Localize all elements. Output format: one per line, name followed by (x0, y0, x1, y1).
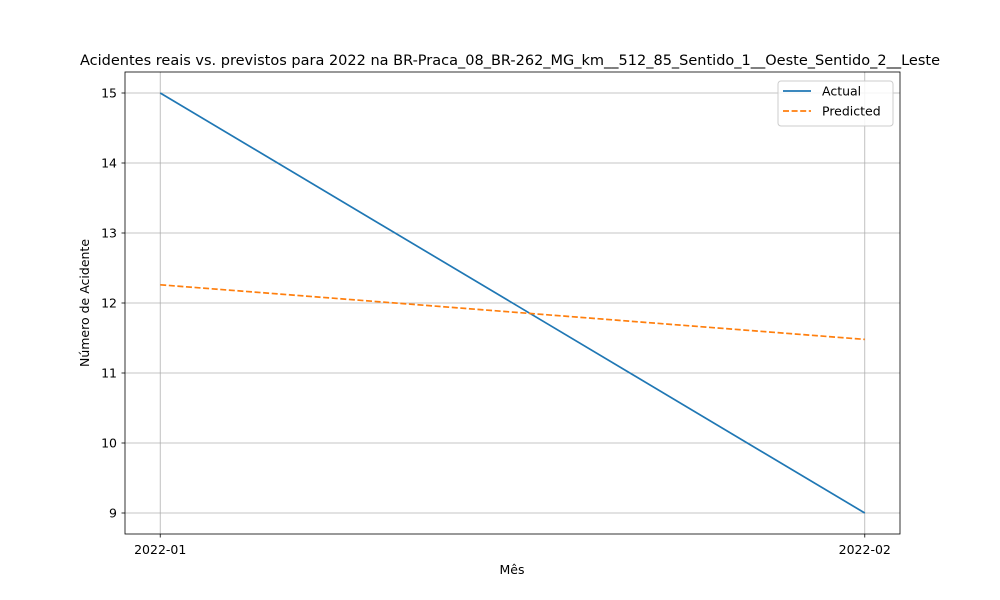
grid (125, 72, 900, 534)
x-tick-label: 2022-02 (839, 542, 891, 557)
y-tick-label: 9 (109, 506, 117, 521)
chart-title: Acidentes reais vs. previstos para 2022 … (80, 53, 940, 69)
legend-label-predicted: Predicted (822, 104, 881, 119)
y-tick-label: 15 (101, 86, 117, 101)
legend-label-actual: Actual (822, 84, 861, 99)
y-tick-label: 11 (101, 366, 117, 381)
y-tick-label: 12 (101, 296, 117, 311)
legend: Actual Predicted (777, 80, 894, 127)
y-tick-label: 14 (101, 156, 117, 171)
x-axis-label: Mês (500, 562, 525, 577)
y-axis-label: Número de Acidente (77, 239, 92, 367)
x-tick-label: 2022-01 (134, 542, 186, 557)
series-lines (159, 92, 866, 514)
series-line-predicted (160, 283, 865, 341)
legend-box (777, 80, 894, 127)
series-line-actual (159, 92, 866, 514)
y-tick-label: 10 (101, 436, 117, 451)
y-tick-label: 13 (101, 226, 117, 241)
axis-ticks: 9 10 11 12 13 14 15 2022-01 2022-02 (101, 86, 891, 558)
